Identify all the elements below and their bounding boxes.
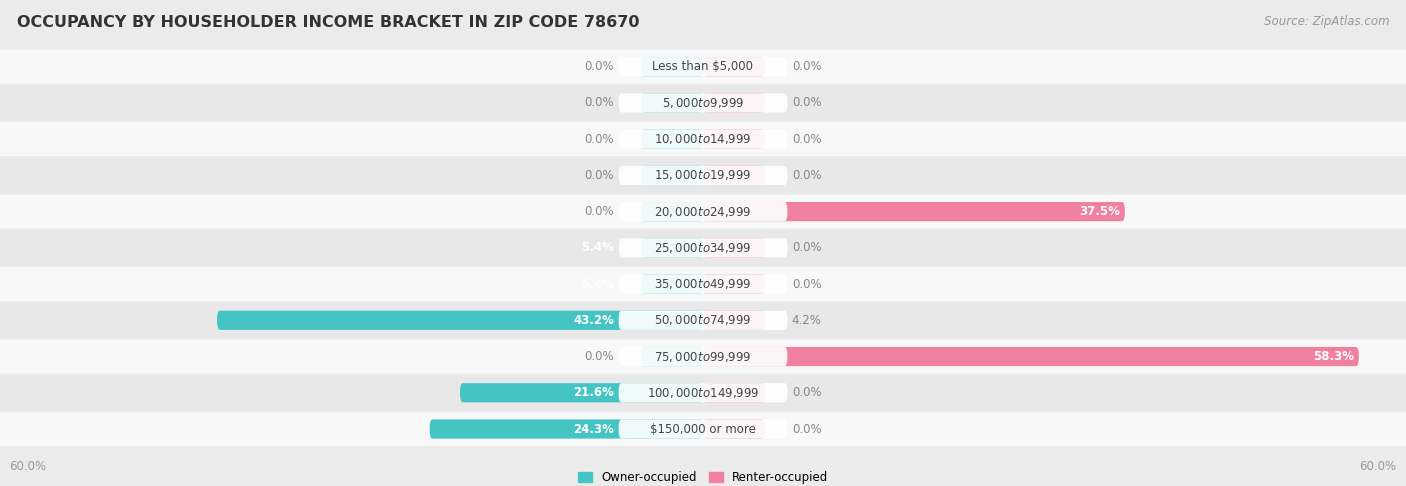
Text: 60.0%: 60.0% bbox=[10, 460, 46, 473]
Text: $75,000 to $99,999: $75,000 to $99,999 bbox=[654, 349, 752, 364]
Text: 37.5%: 37.5% bbox=[1080, 205, 1121, 218]
FancyBboxPatch shape bbox=[619, 383, 787, 402]
Text: 0.0%: 0.0% bbox=[585, 96, 614, 109]
Text: 4.2%: 4.2% bbox=[792, 314, 821, 327]
Text: OCCUPANCY BY HOUSEHOLDER INCOME BRACKET IN ZIP CODE 78670: OCCUPANCY BY HOUSEHOLDER INCOME BRACKET … bbox=[17, 15, 640, 30]
FancyBboxPatch shape bbox=[619, 311, 787, 330]
Text: 5.4%: 5.4% bbox=[581, 278, 614, 291]
Text: 0.0%: 0.0% bbox=[585, 60, 614, 73]
FancyBboxPatch shape bbox=[703, 130, 765, 149]
Text: 0.0%: 0.0% bbox=[585, 350, 614, 363]
FancyBboxPatch shape bbox=[703, 238, 765, 258]
Text: 43.2%: 43.2% bbox=[574, 314, 614, 327]
FancyBboxPatch shape bbox=[641, 166, 703, 185]
FancyBboxPatch shape bbox=[0, 340, 1406, 374]
Text: $50,000 to $74,999: $50,000 to $74,999 bbox=[654, 313, 752, 327]
FancyBboxPatch shape bbox=[641, 347, 703, 366]
Text: 0.0%: 0.0% bbox=[585, 133, 614, 146]
Text: $35,000 to $49,999: $35,000 to $49,999 bbox=[654, 277, 752, 291]
FancyBboxPatch shape bbox=[619, 347, 787, 366]
Text: 0.0%: 0.0% bbox=[792, 96, 821, 109]
FancyBboxPatch shape bbox=[703, 383, 765, 402]
FancyBboxPatch shape bbox=[703, 57, 765, 76]
Text: $25,000 to $34,999: $25,000 to $34,999 bbox=[654, 241, 752, 255]
Text: 0.0%: 0.0% bbox=[792, 422, 821, 435]
Text: $10,000 to $14,999: $10,000 to $14,999 bbox=[654, 132, 752, 146]
FancyBboxPatch shape bbox=[703, 166, 765, 185]
FancyBboxPatch shape bbox=[430, 419, 703, 438]
FancyBboxPatch shape bbox=[641, 202, 703, 221]
FancyBboxPatch shape bbox=[0, 412, 1406, 446]
Text: 0.0%: 0.0% bbox=[585, 205, 614, 218]
FancyBboxPatch shape bbox=[0, 195, 1406, 228]
Text: 5.4%: 5.4% bbox=[581, 242, 614, 254]
FancyBboxPatch shape bbox=[0, 376, 1406, 410]
FancyBboxPatch shape bbox=[619, 130, 787, 149]
FancyBboxPatch shape bbox=[619, 93, 787, 113]
Text: 21.6%: 21.6% bbox=[574, 386, 614, 399]
FancyBboxPatch shape bbox=[619, 166, 787, 185]
Text: $100,000 to $149,999: $100,000 to $149,999 bbox=[647, 386, 759, 400]
FancyBboxPatch shape bbox=[703, 419, 765, 438]
FancyBboxPatch shape bbox=[703, 347, 1358, 366]
Text: 60.0%: 60.0% bbox=[1360, 460, 1396, 473]
Text: 0.0%: 0.0% bbox=[792, 278, 821, 291]
Text: 0.0%: 0.0% bbox=[792, 169, 821, 182]
Text: 0.0%: 0.0% bbox=[792, 242, 821, 254]
Text: Less than $5,000: Less than $5,000 bbox=[652, 60, 754, 73]
FancyBboxPatch shape bbox=[217, 311, 703, 330]
Text: $20,000 to $24,999: $20,000 to $24,999 bbox=[654, 205, 752, 219]
FancyBboxPatch shape bbox=[619, 275, 787, 294]
Legend: Owner-occupied, Renter-occupied: Owner-occupied, Renter-occupied bbox=[572, 467, 834, 486]
FancyBboxPatch shape bbox=[0, 303, 1406, 337]
Text: 24.3%: 24.3% bbox=[574, 422, 614, 435]
FancyBboxPatch shape bbox=[0, 231, 1406, 265]
FancyBboxPatch shape bbox=[641, 57, 703, 76]
Text: Source: ZipAtlas.com: Source: ZipAtlas.com bbox=[1264, 15, 1389, 28]
FancyBboxPatch shape bbox=[0, 158, 1406, 192]
FancyBboxPatch shape bbox=[641, 130, 703, 149]
FancyBboxPatch shape bbox=[619, 202, 787, 221]
Text: 0.0%: 0.0% bbox=[792, 386, 821, 399]
FancyBboxPatch shape bbox=[703, 311, 765, 330]
Text: 0.0%: 0.0% bbox=[792, 133, 821, 146]
FancyBboxPatch shape bbox=[460, 383, 703, 402]
Text: 0.0%: 0.0% bbox=[792, 60, 821, 73]
FancyBboxPatch shape bbox=[641, 275, 703, 294]
Text: 0.0%: 0.0% bbox=[585, 169, 614, 182]
FancyBboxPatch shape bbox=[703, 93, 765, 113]
FancyBboxPatch shape bbox=[641, 238, 703, 258]
FancyBboxPatch shape bbox=[619, 419, 787, 438]
FancyBboxPatch shape bbox=[0, 86, 1406, 120]
Text: $150,000 or more: $150,000 or more bbox=[650, 422, 756, 435]
FancyBboxPatch shape bbox=[0, 267, 1406, 301]
FancyBboxPatch shape bbox=[619, 57, 787, 76]
FancyBboxPatch shape bbox=[0, 50, 1406, 84]
Text: $15,000 to $19,999: $15,000 to $19,999 bbox=[654, 169, 752, 182]
Text: $5,000 to $9,999: $5,000 to $9,999 bbox=[662, 96, 744, 110]
FancyBboxPatch shape bbox=[703, 202, 1125, 221]
FancyBboxPatch shape bbox=[0, 122, 1406, 156]
FancyBboxPatch shape bbox=[703, 275, 765, 294]
Text: 58.3%: 58.3% bbox=[1313, 350, 1354, 363]
FancyBboxPatch shape bbox=[641, 93, 703, 113]
FancyBboxPatch shape bbox=[619, 238, 787, 258]
